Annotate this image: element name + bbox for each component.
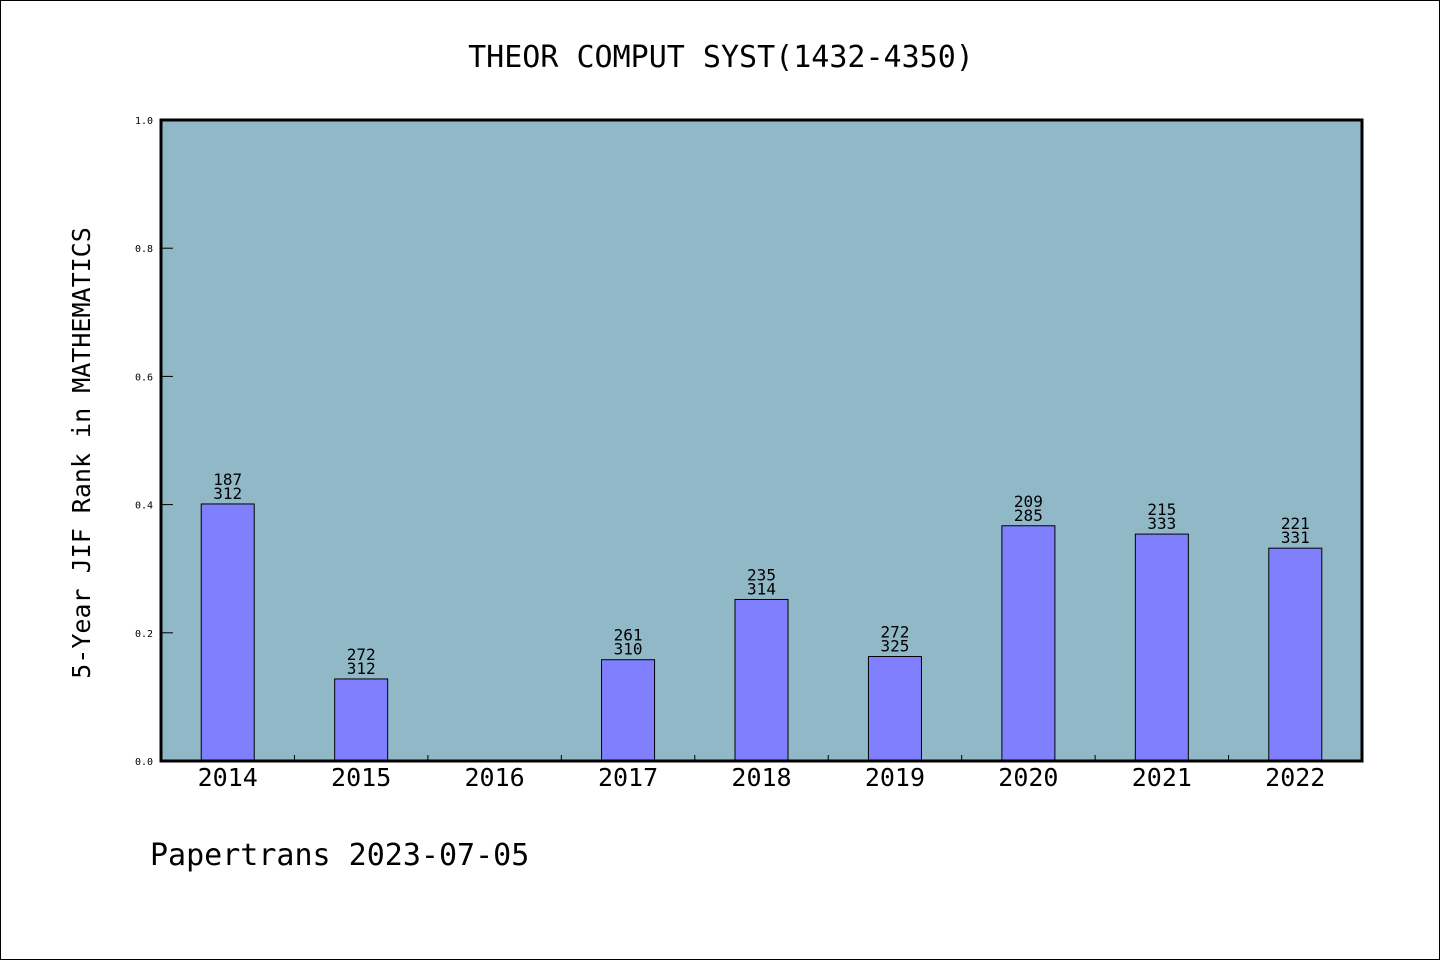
x-tick-label-2016: 2016 (465, 763, 525, 792)
bar-2014 (200, 503, 255, 762)
data-label-top-2020: 209 (1014, 492, 1043, 511)
bar-2015 (334, 678, 389, 762)
x-tick-label-2021: 2021 (1132, 763, 1192, 792)
y-tick-label: 1.0 (135, 116, 153, 127)
bar-2021 (1134, 533, 1189, 762)
bars (200, 503, 1323, 762)
data-label-top-2014: 187 (213, 470, 242, 489)
data-label-top-2015: 272 (347, 645, 376, 664)
x-tick-label-2020: 2020 (998, 763, 1058, 792)
y-tick-label: 0.2 (135, 629, 153, 640)
bar-2020 (1001, 525, 1056, 762)
chart-title: THEOR COMPUT SYST(1432-4350) (468, 40, 974, 75)
bar-2022 (1268, 547, 1323, 762)
data-label-bottom-2020: 285 (1014, 506, 1043, 525)
y-axis-label: 5-Year JIF Rank in MATHEMATICS (67, 227, 96, 679)
x-tick-label-2019: 2019 (865, 763, 925, 792)
data-label-bottom-2015: 312 (347, 659, 376, 678)
data-label-top-2022: 221 (1281, 514, 1310, 533)
data-label-bottom-2018: 314 (747, 579, 776, 598)
data-label-bottom-2021: 333 (1147, 514, 1176, 533)
y-tick-label: 0.4 (135, 501, 153, 512)
x-tick-labels: 2014 2015 2016 2017 2018 2019 2020 2021 2022 (198, 763, 1326, 792)
data-label-top-2018: 235 (747, 565, 776, 584)
data-label-bottom-2022: 331 (1281, 528, 1310, 547)
x-tick-label-2015: 2015 (331, 763, 391, 792)
x-tick-label-2014: 2014 (198, 763, 258, 792)
y-tick-label: 0.6 (135, 372, 153, 383)
x-tick-label-2022: 2022 (1265, 763, 1325, 792)
data-label-bottom-2019: 325 (880, 637, 909, 656)
y-tick-labels: 0.0 0.2 0.4 0.6 0.8 1.0 (135, 116, 153, 768)
footer-text: Papertrans 2023-07-05 (150, 838, 529, 873)
y-tick-label: 0.8 (135, 244, 153, 255)
data-label-bottom-2014: 312 (213, 484, 242, 503)
data-label-bottom-2017: 310 (614, 640, 643, 659)
bar-2019 (867, 656, 922, 762)
y-tick-label: 0.0 (135, 757, 153, 768)
data-label-top-2021: 215 (1147, 500, 1176, 519)
bar-2017 (601, 659, 656, 762)
bar-2018 (734, 598, 789, 762)
x-tick-label-2017: 2017 (598, 763, 658, 792)
x-tick-label-2018: 2018 (731, 763, 791, 792)
data-label-top-2017: 261 (614, 626, 643, 645)
data-label-top-2019: 272 (880, 623, 909, 642)
plot-border (159, 118, 1364, 763)
